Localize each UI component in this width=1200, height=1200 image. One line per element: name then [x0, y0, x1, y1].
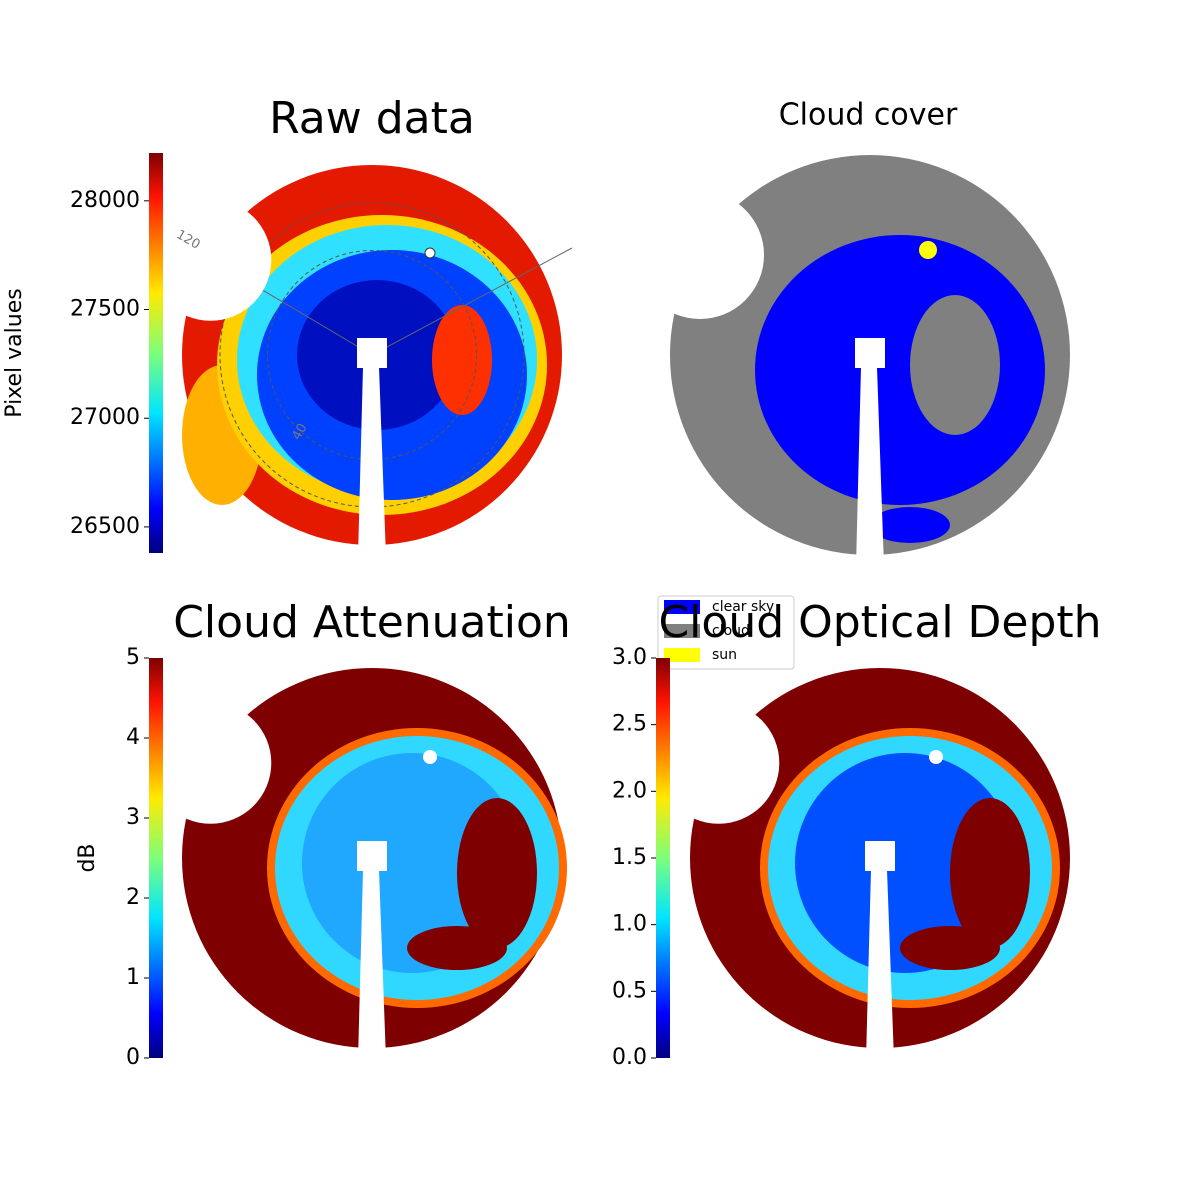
image-region	[950, 798, 1030, 948]
image-region	[457, 798, 537, 948]
cloud-region	[910, 295, 1000, 435]
legend-swatch	[664, 624, 700, 638]
panel-title: Cloud Optical Depth	[658, 597, 1101, 648]
clear-sky-region	[870, 507, 950, 543]
colorbar-tick-label: 27000	[70, 405, 140, 430]
colorbar-tick-label: 26500	[70, 514, 140, 539]
colorbar-tick-label: 1	[126, 965, 140, 990]
colorbar-tick-label: 0.0	[612, 1045, 647, 1070]
legend-swatch	[664, 648, 700, 662]
image-region	[432, 305, 492, 415]
camera-arm	[866, 870, 894, 1060]
camera-mount	[357, 841, 387, 871]
colorbar-label: dB	[75, 843, 100, 872]
colorbar-tick-label: 1.5	[612, 845, 647, 870]
camera-mount	[865, 841, 895, 871]
polar-label: 40	[289, 421, 310, 443]
colorbar	[149, 658, 163, 1058]
colorbar-tick-label: 27500	[70, 297, 140, 322]
legend-label: clear sky	[712, 599, 774, 615]
colorbar-tick-label: 28000	[70, 188, 140, 213]
sky-image	[149, 668, 567, 1060]
camera-mount	[357, 338, 387, 368]
colorbar-tick-label: 1.0	[612, 912, 647, 937]
colorbar-tick-label: 3	[126, 805, 140, 830]
legend: clear sky cloud sun	[657, 595, 795, 670]
colorbar-tick-label: 4	[126, 725, 140, 750]
sun-marker	[423, 750, 437, 764]
sun-marker	[424, 247, 436, 259]
image-notch	[149, 702, 272, 824]
sun-region	[919, 241, 937, 259]
image-notch	[636, 191, 764, 319]
camera-arm	[358, 870, 386, 1060]
polar-spoke	[371, 247, 573, 356]
image-region	[407, 926, 507, 970]
camera-arm	[856, 367, 884, 567]
colorbar-tick-label: 2.0	[612, 778, 647, 803]
camera-arm	[358, 367, 386, 557]
sun-marker	[929, 750, 943, 764]
colorbar-tick-label: 2.5	[612, 712, 647, 737]
colorbar	[656, 658, 670, 1058]
camera-mount	[855, 338, 885, 368]
colorbar	[149, 153, 163, 553]
image-notch	[657, 702, 780, 824]
legend-swatch	[664, 600, 700, 614]
image-notch	[149, 199, 272, 321]
sky-image	[636, 155, 1070, 567]
legend-label: cloud	[712, 623, 750, 639]
sky-image	[149, 165, 573, 557]
colorbar-tick-label: 2	[126, 885, 140, 910]
clear-sky-region	[755, 235, 1045, 505]
colorbar-tick-label: 0.5	[612, 978, 647, 1003]
panel-title: Cloud Attenuation	[173, 597, 571, 648]
sky-image	[657, 668, 1070, 1060]
colorbar-tick-label: 5	[126, 645, 140, 670]
colorbar-tick-label: 0	[126, 1045, 140, 1070]
legend-label: sun	[712, 647, 737, 663]
panel-title: Cloud cover	[779, 98, 958, 133]
image-region	[900, 926, 1000, 970]
panel-title: Raw data	[269, 93, 475, 144]
colorbar-label: Pixel values	[2, 288, 27, 417]
colorbar-tick-label: 3.0	[612, 645, 647, 670]
